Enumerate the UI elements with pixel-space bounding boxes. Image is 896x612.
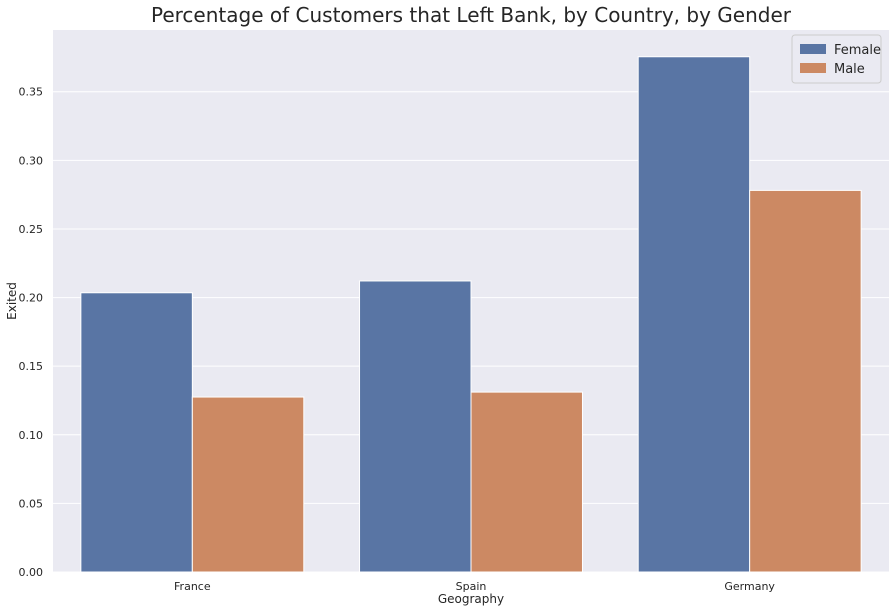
y-tick-label: 0.00 bbox=[19, 566, 44, 579]
y-tick-label: 0.15 bbox=[19, 360, 44, 373]
bar-female-spain bbox=[359, 280, 472, 573]
legend: Female Male bbox=[791, 34, 882, 84]
x-tick-label: Germany bbox=[724, 580, 775, 593]
y-tick-labels: 0.00 0.05 0.10 0.15 0.20 0.25 0.30 0.35 bbox=[19, 86, 44, 579]
legend-label-female: Female bbox=[834, 43, 881, 58]
x-tick-label: France bbox=[174, 580, 211, 593]
legend-swatch-female bbox=[800, 44, 826, 54]
bars bbox=[80, 56, 862, 573]
legend-label-male: Male bbox=[834, 62, 865, 77]
bar-female-france bbox=[80, 292, 193, 573]
y-tick-label: 0.30 bbox=[19, 154, 44, 167]
y-tick-label: 0.10 bbox=[19, 429, 44, 442]
y-tick-label: 0.05 bbox=[19, 497, 44, 510]
x-tick-label: Spain bbox=[456, 580, 487, 593]
bar-male-spain bbox=[470, 391, 583, 573]
x-tick-labels: France Spain Germany bbox=[174, 580, 775, 593]
bar-male-germany bbox=[749, 189, 862, 573]
y-tick-label: 0.25 bbox=[19, 223, 44, 236]
y-tick-label: 0.20 bbox=[19, 292, 44, 305]
legend-swatch-male bbox=[800, 63, 826, 73]
y-tick-label: 0.35 bbox=[19, 86, 44, 99]
bar-male-france bbox=[191, 396, 305, 573]
bar-female-germany bbox=[637, 56, 751, 573]
x-axis-label: Geography bbox=[438, 592, 504, 606]
y-axis-label: Exited bbox=[5, 282, 19, 320]
chart-title: Percentage of Customers that Left Bank, … bbox=[151, 3, 792, 27]
